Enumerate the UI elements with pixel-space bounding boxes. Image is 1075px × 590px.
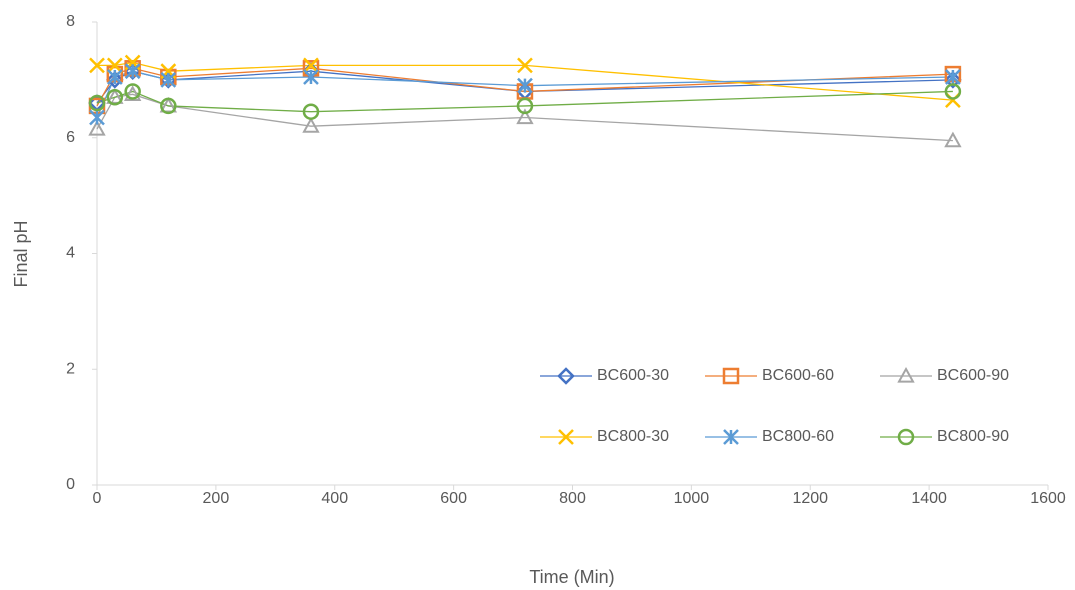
x-tick-label: 600 [440, 490, 467, 507]
marker [517, 57, 533, 74]
marker [303, 57, 319, 74]
legend-label: BC600-60 [762, 367, 834, 384]
x-tick-label: 200 [203, 490, 230, 507]
y-tick-label: 8 [66, 13, 75, 30]
y-tick-label: 2 [66, 360, 75, 377]
marker [945, 69, 961, 85]
marker [944, 71, 962, 89]
marker [124, 63, 141, 80]
marker [123, 85, 142, 101]
y-tick-label: 6 [66, 129, 75, 146]
x-tick-label: 1000 [674, 490, 710, 507]
x-tick-label: 1600 [1030, 490, 1066, 507]
marker [302, 103, 320, 120]
marker [88, 120, 106, 136]
x-axis-title: Time (Min) [529, 567, 614, 587]
marker [723, 429, 739, 445]
marker [106, 69, 123, 85]
marker [897, 428, 915, 446]
y-tick-label: 4 [66, 245, 75, 262]
legend-label: BC600-30 [597, 367, 669, 384]
legend-label: BC800-30 [597, 428, 669, 445]
marker [944, 83, 962, 100]
marker [558, 429, 574, 445]
marker [302, 117, 320, 133]
marker [944, 131, 962, 148]
x-tick-label: 0 [93, 490, 102, 507]
marker [722, 367, 740, 385]
x-tick-label: 1400 [911, 490, 947, 507]
marker [106, 88, 124, 106]
legend-label: BC800-90 [937, 428, 1009, 445]
marker [516, 97, 534, 115]
marker [106, 71, 124, 89]
legend: BC600-30 BC600-60 BC600-90 BC800-30 BC800-60… [540, 366, 1009, 446]
marker [557, 367, 575, 385]
series-line [96, 93, 953, 142]
y-tick-label: 0 [66, 476, 75, 493]
x-tick-label: 400 [321, 490, 348, 507]
marker [897, 366, 915, 383]
marker [159, 96, 178, 113]
marker [160, 97, 177, 115]
marker [517, 77, 533, 94]
marker [106, 88, 124, 104]
marker [88, 94, 106, 112]
marker [106, 57, 123, 74]
marker [303, 69, 319, 85]
x-tick-label: 800 [559, 490, 586, 507]
marker [160, 71, 177, 88]
marker [516, 108, 534, 125]
legend-label: BC600-90 [937, 367, 1009, 384]
marker [89, 57, 105, 74]
x-tick-label: 1200 [792, 490, 828, 507]
legend-label: BC800-60 [762, 428, 834, 445]
series-line [96, 90, 953, 113]
marker [124, 83, 141, 100]
y-axis-title: Final pH [11, 220, 31, 287]
marker [89, 109, 105, 126]
